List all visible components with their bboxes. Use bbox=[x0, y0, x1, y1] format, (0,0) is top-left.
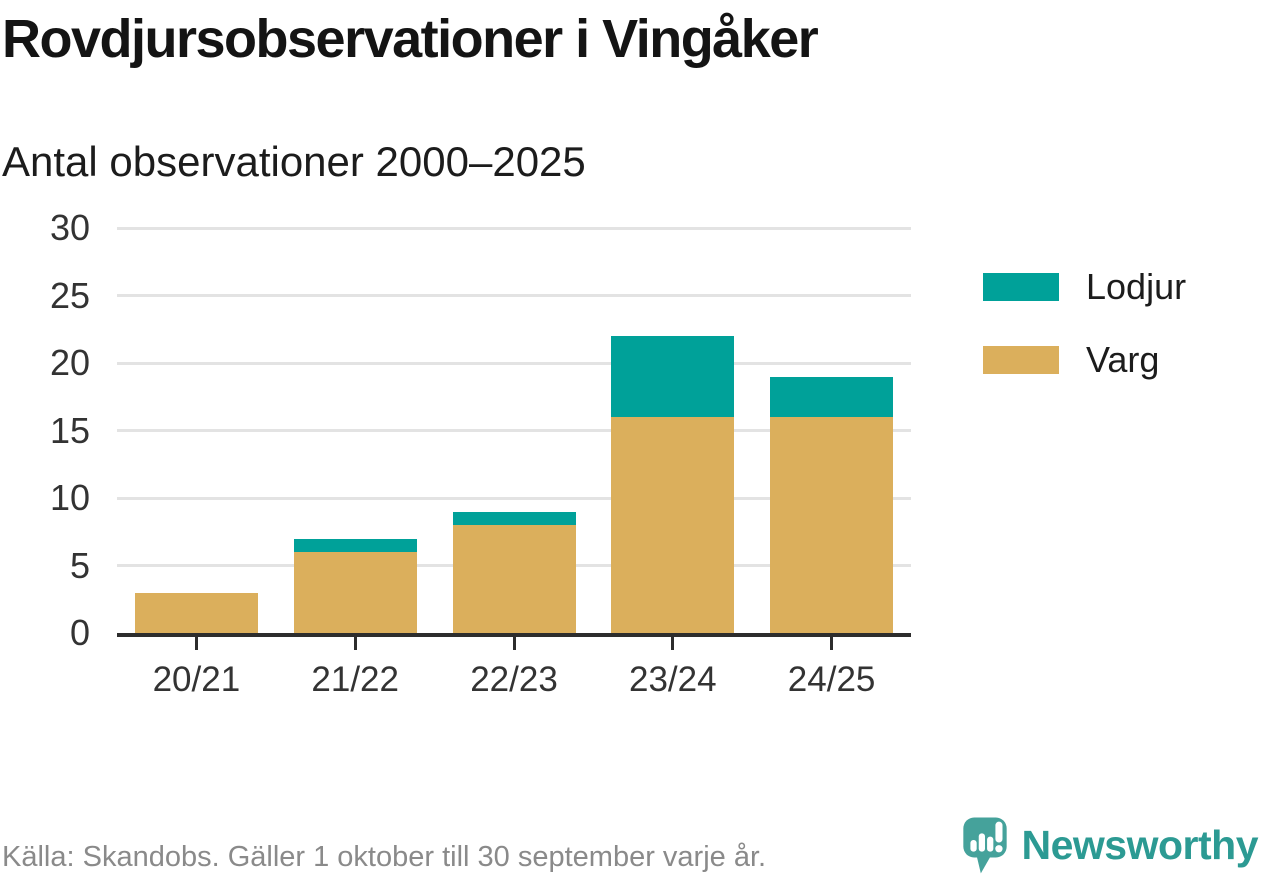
x-axis-line bbox=[117, 633, 911, 637]
bar-segment-varg-24/25 bbox=[770, 417, 894, 633]
y-axis-label: 30 bbox=[49, 207, 90, 248]
gridline-30 bbox=[117, 226, 911, 230]
brand-name: Newsworthy bbox=[1021, 821, 1259, 868]
bar-segment-lodjur-22/23 bbox=[452, 511, 576, 525]
x-axis-tick bbox=[194, 637, 198, 650]
chart-subtitle: Antal observationer 2000–2025 bbox=[2, 138, 586, 185]
y-axis-label: 0 bbox=[69, 612, 90, 653]
gridline-25 bbox=[117, 294, 911, 297]
bar-segment-lodjur-24/25 bbox=[770, 376, 894, 417]
x-axis-label: 21/22 bbox=[311, 660, 399, 699]
x-axis: 20/21 21/22 22/23 23/24 24/25 bbox=[117, 660, 911, 704]
x-axis-tick bbox=[671, 637, 675, 650]
gridline-15 bbox=[117, 429, 911, 432]
bar-segment-varg-21/22 bbox=[293, 552, 417, 633]
legend-item-varg: Varg bbox=[983, 339, 1186, 381]
x-axis-label: 24/25 bbox=[787, 660, 876, 699]
legend-label: Varg bbox=[1086, 339, 1160, 380]
x-axis-label: 20/21 bbox=[152, 660, 241, 699]
x-axis-label: 23/24 bbox=[629, 660, 717, 699]
plot-area bbox=[117, 226, 911, 650]
legend-swatch-lodjur bbox=[983, 273, 1059, 301]
x-axis-tick bbox=[830, 637, 834, 650]
x-axis-tick bbox=[512, 637, 516, 650]
legend: Lodjur Varg bbox=[983, 266, 1186, 412]
newsworthy-logo: Newsworthy bbox=[960, 814, 1259, 876]
source-note: Källa: Skandobs. Gäller 1 oktober till 3… bbox=[2, 841, 767, 873]
y-axis-label: 5 bbox=[69, 544, 90, 586]
x-axis-label: 22/23 bbox=[470, 660, 558, 699]
gridline-20 bbox=[117, 361, 911, 365]
y-axis-label: 25 bbox=[49, 274, 90, 316]
bar-segment-varg-20/21 bbox=[134, 592, 258, 633]
y-axis-label: 15 bbox=[49, 409, 90, 451]
bar-segment-lodjur-23/24 bbox=[611, 336, 735, 417]
bar-segment-varg-23/24 bbox=[611, 417, 735, 633]
bar-segment-lodjur-21/22 bbox=[293, 538, 417, 552]
y-axis-label: 20 bbox=[49, 342, 90, 383]
legend-swatch-varg bbox=[983, 346, 1059, 374]
y-axis-label: 10 bbox=[49, 477, 90, 518]
legend-item-lodjur: Lodjur bbox=[983, 266, 1186, 308]
legend-label: Lodjur bbox=[1086, 266, 1187, 307]
chart-title: Rovdjursobservationer i Vingåker bbox=[2, 9, 819, 69]
newsworthy-bubble-chart-icon bbox=[962, 817, 1007, 874]
gridline-10 bbox=[117, 496, 911, 500]
x-axis-tick bbox=[353, 637, 357, 650]
y-axis: 0 5 10 15 20 25 30 bbox=[0, 207, 90, 653]
bar-segment-varg-22/23 bbox=[452, 525, 576, 633]
